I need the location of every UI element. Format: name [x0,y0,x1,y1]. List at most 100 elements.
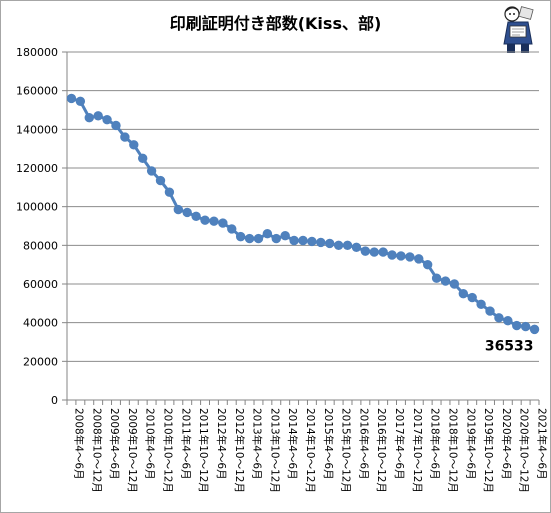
x-axis-tick-labels: 2008年4～6月 2008年10～12月 2009年4～6月 2009年10～12月… [72,408,548,493]
gridlines [67,51,539,362]
chart-title: 印刷証明付き部数(Kiss、部) [169,14,382,33]
data-point [120,132,130,142]
series-markers [66,93,540,335]
data-point [467,292,477,303]
axes [62,51,540,405]
data-label-last-value: 36533 [485,338,534,354]
x-tick-label: 2019年4～6月 [464,408,477,480]
data-point [503,316,513,326]
data-point [235,231,246,242]
x-tick-label: 2009年10～12月 [126,408,139,493]
x-tick-label: 2017年10～12月 [411,408,424,493]
data-point [396,251,406,261]
y-tick-label: 40000 [23,317,58,330]
x-tick-label: 2011年10～12月 [197,408,210,493]
x-tick-label: 2008年4～6月 [72,408,85,480]
y-tick-label: 0 [51,394,58,407]
data-point [520,321,531,332]
data-point [262,229,273,239]
x-tick-label: 2010年10～12月 [162,408,175,493]
x-tick-label: 2016年4～6月 [357,408,370,480]
data-point [351,242,362,252]
data-point [280,230,290,241]
data-point [75,96,86,107]
data-point [325,238,335,249]
data-point [244,233,255,244]
x-tick-label: 2012年10～12月 [233,408,246,493]
data-point [387,250,397,260]
data-point [307,236,317,247]
x-tick-label: 2018年10～12月 [446,408,459,493]
y-tick-label: 20000 [23,355,58,368]
data-point [298,235,308,246]
newspaper-reading-mascot-icon [503,6,534,53]
data-point [431,273,442,283]
data-point [476,299,486,309]
data-point [66,93,77,104]
y-axis-tick-labels: 0 20000 40000 60000 80000 100000 120000 140000 1… [16,46,58,407]
data-point [93,111,103,121]
data-point [271,233,281,244]
data-point [191,211,201,222]
data-point [218,218,228,228]
data-point [209,216,219,226]
data-point [405,252,415,262]
x-tick-label: 2015年4～6月 [322,408,335,480]
x-tick-label: 2021年4～6月 [536,408,549,480]
x-tick-label: 2014年4～6月 [286,408,299,480]
y-tick-label: 60000 [23,278,58,291]
data-point [182,207,192,218]
data-point [422,259,433,270]
data-point [440,276,451,286]
data-point [200,215,210,225]
annotations: 36533 [485,338,534,354]
x-tick-label: 2012年4～6月 [215,408,228,480]
data-point [102,114,112,125]
data-point [333,240,344,251]
data-point [155,175,166,186]
data-point [512,320,522,331]
data-point [449,279,460,289]
data-point [137,153,148,164]
x-tick-label: 2013年4～6月 [251,408,264,480]
data-point [173,204,184,215]
y-tick-label: 100000 [16,201,58,214]
x-tick-label: 2017年4～6月 [393,408,406,480]
x-tick-label: 2015年10～12月 [340,408,353,493]
data-point [458,288,469,299]
x-tick-label: 2009年4～6月 [108,408,121,480]
data-point [146,166,157,176]
data-point [494,313,504,323]
data-point [342,240,353,251]
data-point [378,247,388,257]
x-tick-label: 2010年4～6月 [144,408,157,480]
data-point [485,306,495,316]
y-tick-label: 140000 [16,123,58,136]
x-tick-label: 2019年10～12月 [482,408,495,493]
y-tick-label: 180000 [16,46,58,59]
data-point [414,254,424,264]
data-point [129,140,139,150]
x-tick-label: 2016年10～12月 [375,408,388,493]
x-tick-label: 2013年10～12月 [268,408,281,493]
data-point [164,187,175,197]
data-point [111,120,121,131]
x-tick-label: 2020年4～6月 [500,408,513,480]
data-point [369,247,379,257]
x-tick-label: 2011年4～6月 [179,408,192,480]
data-point [529,324,540,335]
data-point [227,224,237,234]
x-tick-label: 2014年10～12月 [304,408,317,493]
y-tick-label: 160000 [16,85,58,98]
data-point [360,246,371,256]
data-point [289,235,299,246]
data-point [84,113,94,123]
x-tick-label: 2020年10～12月 [518,408,531,493]
data-point [316,237,326,248]
y-tick-label: 80000 [23,239,58,252]
x-tick-label: 2018年4～6月 [429,408,442,480]
x-tick-label: 2008年10～12月 [90,408,103,493]
data-point [253,233,264,244]
